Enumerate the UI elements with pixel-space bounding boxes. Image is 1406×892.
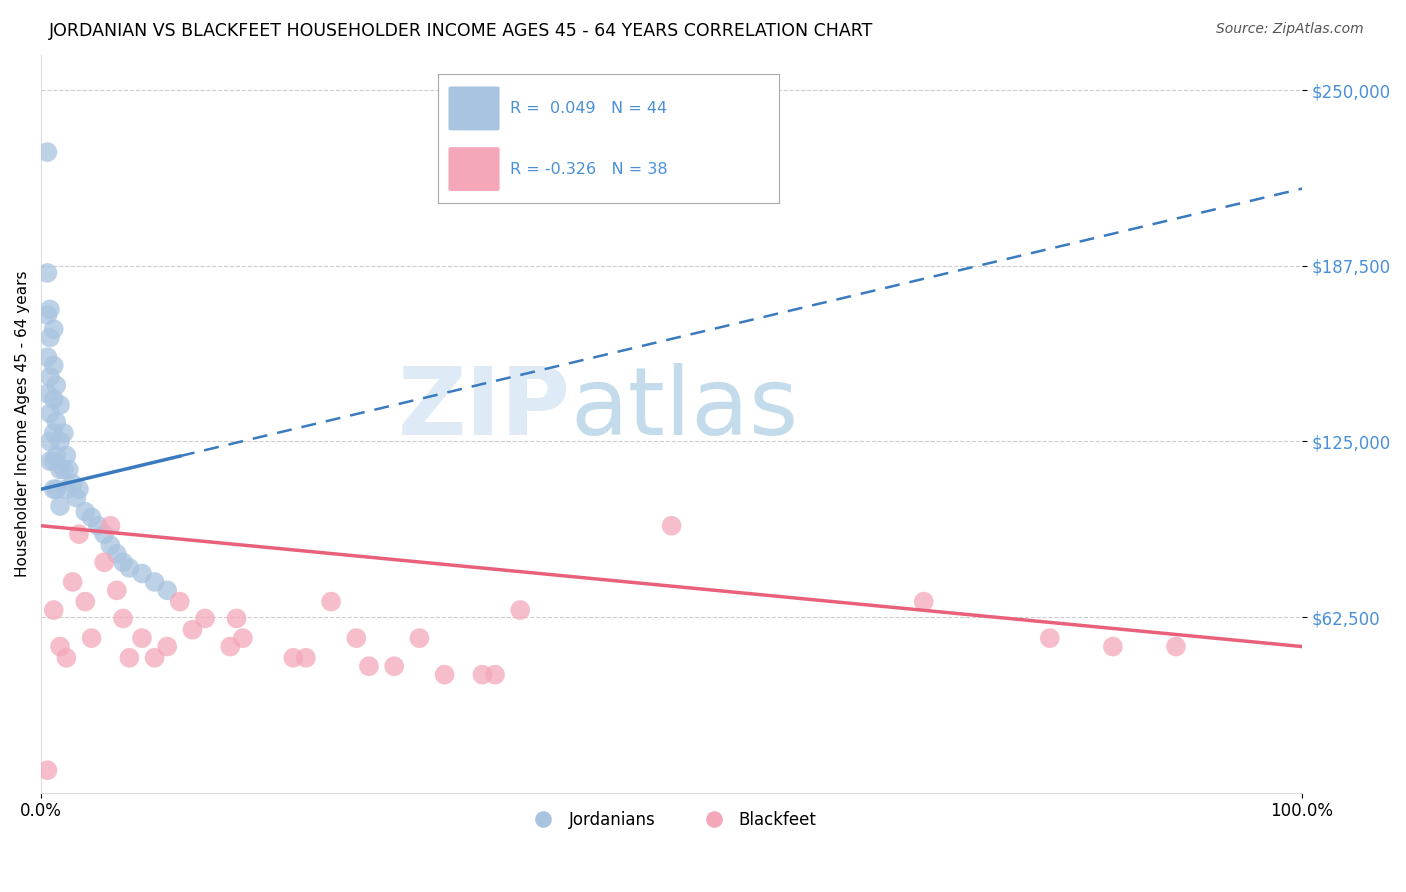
Point [433, 667, 456, 681]
Point [105, 547, 128, 561]
Point [80, 510, 103, 524]
Point [45, 449, 67, 463]
Point [65, 491, 87, 505]
Point [39, 369, 62, 384]
Point [45, 482, 67, 496]
Point [143, 574, 166, 589]
Point [39, 302, 62, 317]
Point [55, 482, 77, 496]
Point [75, 505, 97, 519]
Text: JORDANIAN VS BLACKFEET HOUSEHOLDER INCOME AGES 45 - 64 YEARS CORRELATION CHART: JORDANIAN VS BLACKFEET HOUSEHOLDER INCOM… [49, 22, 873, 40]
Point [181, 623, 204, 637]
Point [93, 555, 115, 569]
Point [100, 538, 122, 552]
Point [105, 583, 128, 598]
Point [62, 574, 84, 589]
Point [1039, 631, 1062, 645]
Point [42, 603, 65, 617]
Point [484, 667, 506, 681]
Point [39, 454, 62, 468]
Point [321, 594, 343, 608]
Point [67, 527, 90, 541]
Point [357, 659, 380, 673]
Point [52, 425, 75, 440]
Point [143, 650, 166, 665]
Point [75, 594, 97, 608]
Point [118, 650, 141, 665]
Point [62, 476, 84, 491]
Point [49, 640, 72, 654]
Point [42, 482, 65, 496]
Point [87, 518, 110, 533]
Point [93, 527, 115, 541]
Point [80, 631, 103, 645]
Legend: Jordanians, Blackfeet: Jordanians, Blackfeet [520, 805, 823, 836]
Point [49, 434, 72, 449]
Point [39, 406, 62, 420]
Point [37, 145, 59, 159]
Point [42, 425, 65, 440]
Point [39, 434, 62, 449]
Point [112, 555, 135, 569]
Point [232, 631, 254, 645]
Point [131, 631, 153, 645]
Point [112, 611, 135, 625]
Point [37, 386, 59, 401]
Point [52, 462, 75, 476]
Point [661, 518, 683, 533]
Point [55, 449, 77, 463]
Point [58, 462, 80, 476]
Point [509, 603, 531, 617]
Point [156, 583, 179, 598]
Point [1164, 640, 1187, 654]
Point [283, 650, 305, 665]
Point [37, 350, 59, 364]
Point [219, 640, 242, 654]
Point [67, 482, 90, 496]
Point [37, 308, 59, 322]
Point [169, 594, 191, 608]
Point [912, 594, 935, 608]
Point [344, 631, 367, 645]
Point [382, 659, 405, 673]
Point [42, 359, 65, 373]
Point [39, 330, 62, 344]
Point [100, 518, 122, 533]
Point [37, 266, 59, 280]
Point [49, 398, 72, 412]
Point [45, 378, 67, 392]
Point [118, 561, 141, 575]
Point [295, 650, 318, 665]
Point [49, 499, 72, 513]
Point [42, 454, 65, 468]
Point [37, 763, 59, 777]
Point [45, 415, 67, 429]
Text: ZIP: ZIP [398, 363, 571, 455]
Point [408, 631, 430, 645]
Point [42, 322, 65, 336]
Text: Source: ZipAtlas.com: Source: ZipAtlas.com [1216, 22, 1364, 37]
Point [194, 611, 217, 625]
Point [471, 667, 494, 681]
Point [156, 640, 179, 654]
Point [225, 611, 247, 625]
Y-axis label: Householder Income Ages 45 - 64 years: Householder Income Ages 45 - 64 years [15, 270, 30, 577]
Point [42, 392, 65, 407]
Point [55, 650, 77, 665]
Point [49, 462, 72, 476]
Point [1102, 640, 1125, 654]
Text: atlas: atlas [571, 363, 799, 455]
Point [131, 566, 153, 581]
